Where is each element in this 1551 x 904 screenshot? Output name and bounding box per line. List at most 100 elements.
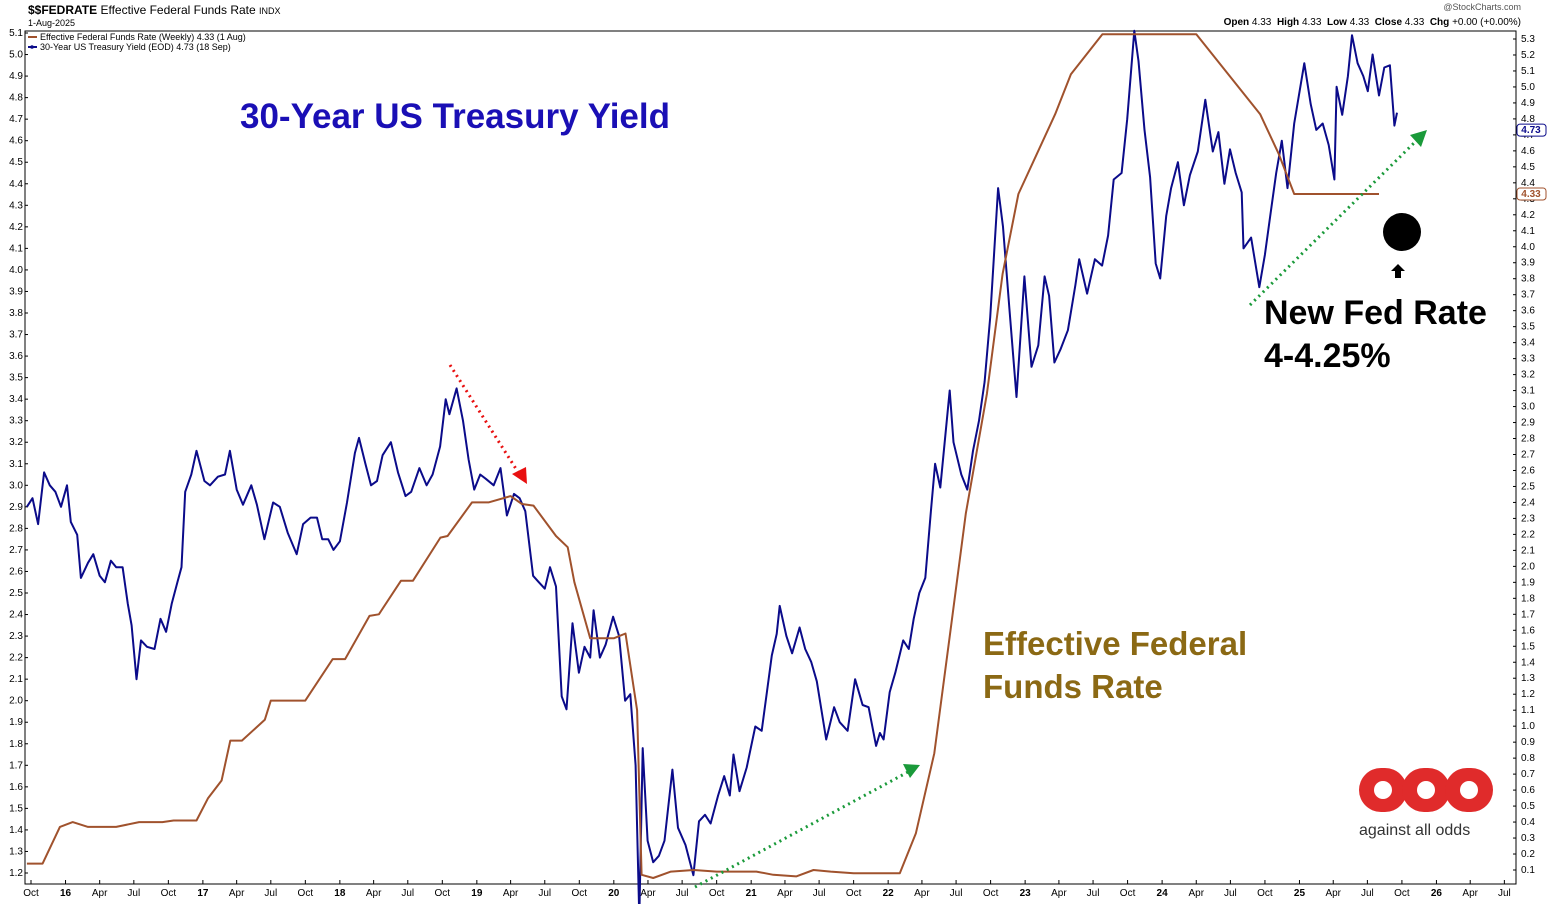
open-value: 4.33 (1251, 17, 1272, 28)
x-tick-label: Apr (1051, 888, 1067, 899)
new-rate-line2: 4-4.25% (1264, 337, 1391, 375)
series-layer (26, 29, 1398, 904)
left-tick-label: 1.3 (9, 846, 23, 857)
x-tick-label: Jul (1224, 888, 1237, 899)
left-tick-label: 2.8 (9, 523, 23, 534)
x-tick-label: Jul (538, 888, 551, 899)
right-tick-label: 0.2 (1521, 849, 1535, 860)
chg-label: Chg (1429, 17, 1450, 28)
right-tick-label: 3.0 (1521, 402, 1535, 413)
right-tick-label: 4.0 (1521, 242, 1535, 253)
left-tick-label: 1.5 (9, 803, 23, 814)
watermark: @StockCharts.com (1443, 2, 1521, 12)
right-tick-label: 1.1 (1521, 705, 1535, 716)
x-tick-label: Apr (1325, 888, 1341, 899)
right-tick-label: 2.8 (1521, 434, 1535, 445)
x-tick-label: Oct (435, 888, 451, 899)
left-tick-label: 4.0 (9, 265, 23, 276)
left-tick-label: 2.7 (9, 545, 23, 556)
logo-hole-left (1374, 781, 1392, 799)
low-value: 4.33 (1349, 17, 1370, 28)
left-tick-label: 2.2 (9, 653, 23, 664)
left-tick-label: 2.5 (9, 588, 23, 599)
x-tick-label: 26 (1431, 888, 1443, 899)
right-tick-label: 0.7 (1521, 769, 1535, 780)
right-tick-label: 3.1 (1521, 386, 1535, 397)
x-tick-label: Oct (161, 888, 177, 899)
left-tick-label: 5.0 (9, 50, 23, 61)
right-tick-label: 2.0 (1521, 561, 1535, 572)
left-tick-label: 3.6 (9, 351, 23, 362)
right-tick-label: 2.7 (1521, 450, 1535, 461)
x-tick-label: Jul (401, 888, 414, 899)
fed-funds-rate-line (26, 33, 1379, 879)
right-tick-label: 4.2 (1521, 210, 1535, 221)
left-tick-label: 4.8 (9, 93, 23, 104)
right-tick-label: 4.6 (1521, 146, 1535, 157)
left-tick-label: 1.2 (9, 868, 23, 879)
right-tick-label: 1.7 (1521, 609, 1535, 620)
right-tick-label: 2.9 (1521, 418, 1535, 429)
plot-frame (24, 30, 1517, 885)
right-tick-label: 2.1 (1521, 545, 1535, 556)
x-tick-label: Jul (264, 888, 277, 899)
left-tick-label: 4.1 (9, 243, 23, 254)
right-tick-label: 0.1 (1521, 865, 1535, 876)
logo-text: against all odds (1359, 822, 1470, 839)
left-tick-label: 3.4 (9, 394, 23, 405)
x-tick-label: 16 (60, 888, 72, 899)
left-tick-label: 4.7 (9, 114, 23, 125)
chart-header: $$FEDRATE Effective Federal Funds Rate I… (28, 3, 281, 17)
green-dotted-arrow-right-line (1248, 140, 1417, 307)
x-tick-label: Apr (640, 888, 656, 899)
arrows (448, 130, 1427, 889)
price-tag-label: 4.33 (1521, 189, 1541, 200)
right-tick-label: 3.9 (1521, 258, 1535, 269)
red-dotted-arrow-line (448, 364, 520, 473)
logo: against all odds (1359, 768, 1493, 839)
right-tick-label: 4.5 (1521, 162, 1535, 173)
fed-title-line2: Funds Rate (983, 668, 1163, 705)
right-tick-label: 1.9 (1521, 577, 1535, 588)
x-tick-label: Apr (229, 888, 245, 899)
right-tick-label: 3.8 (1521, 274, 1535, 285)
x-tick-label: Jul (1498, 888, 1511, 899)
left-tick-label: 3.9 (9, 286, 23, 297)
close-label: Close (1374, 17, 1403, 28)
x-tick-label: Apr (914, 888, 930, 899)
left-tick-label: 2.1 (9, 674, 23, 685)
right-tick-label: 1.4 (1521, 657, 1535, 668)
x-tick-label: Oct (709, 888, 725, 899)
fed-title-line1: Effective Federal (983, 625, 1247, 662)
right-tick-label: 0.6 (1521, 785, 1535, 796)
left-tick-label: 2.0 (9, 696, 23, 707)
left-tick-label: 1.8 (9, 739, 23, 750)
left-tick-label: 3.7 (9, 330, 23, 341)
symbol: $$FEDRATE (28, 3, 98, 17)
x-tick-label: 22 (883, 888, 895, 899)
left-tick-label: 3.3 (9, 416, 23, 427)
right-tick-label: 2.2 (1521, 529, 1535, 540)
right-tick-label: 2.3 (1521, 513, 1535, 524)
right-tick-label: 1.6 (1521, 625, 1535, 636)
x-tick-label: Apr (1188, 888, 1204, 899)
legend-treasury-marker (30, 45, 34, 49)
right-tick-label: 2.6 (1521, 465, 1535, 476)
new-fed-rate-dot (1383, 213, 1421, 251)
price-tag: 4.33 (1516, 187, 1547, 201)
right-tick-label: 1.5 (1521, 641, 1535, 652)
green-arrow-head-right (1410, 130, 1427, 147)
right-tick-label: 5.0 (1521, 82, 1535, 93)
right-tick-label: 5.1 (1521, 66, 1535, 77)
x-tick-label: Jul (127, 888, 140, 899)
right-tick-label: 0.9 (1521, 737, 1535, 748)
open-label: Open (1223, 17, 1250, 28)
low-label: Low (1326, 17, 1347, 28)
ohlc-bar: Open 4.33 High 4.33 Low 4.33 Close 4.33 … (1224, 17, 1521, 28)
right-tick-label: 3.7 (1521, 290, 1535, 301)
left-tick-label: 3.2 (9, 437, 23, 448)
right-tick-label: 4.9 (1521, 98, 1535, 109)
left-tick-label: 4.4 (9, 179, 23, 190)
series-name: Effective Federal Funds Rate (100, 3, 256, 17)
chart-date: 1-Aug-2025 (28, 18, 76, 28)
